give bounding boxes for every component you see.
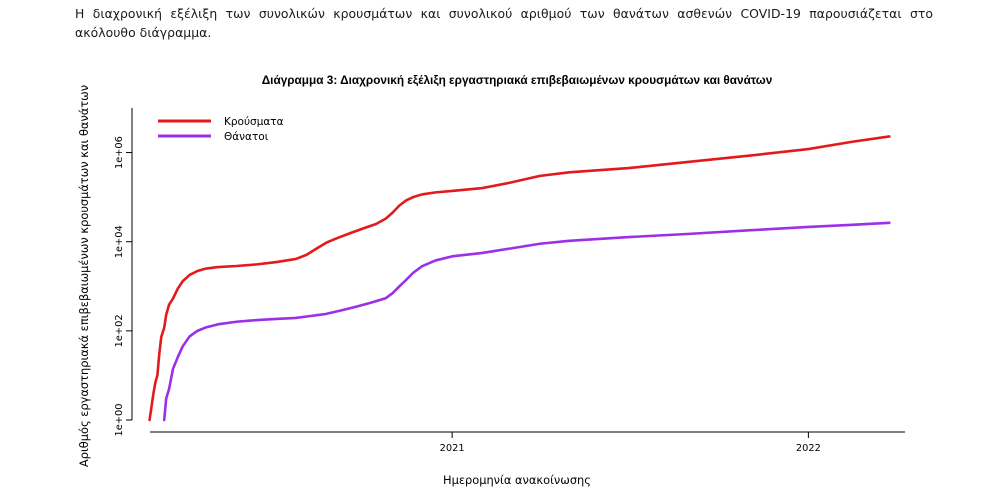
legend-label-deaths: Θάνατοι bbox=[224, 131, 269, 143]
y-axis: 1e+00 1e+02 1e+04 1e+06 bbox=[114, 108, 133, 437]
series-line-deaths bbox=[162, 221, 891, 422]
legend: Κρούσματα Θάνατοι bbox=[158, 116, 284, 143]
intro-paragraph: Η διαχρονική εξέλιξη των συνολικών κρουσ… bbox=[75, 6, 933, 40]
series-line-cases bbox=[148, 135, 891, 422]
legend-label-cases: Κρούσματα bbox=[224, 116, 284, 128]
plot-area bbox=[148, 135, 891, 422]
y-tick-label: 1e+02 bbox=[114, 314, 125, 347]
y-tick-label: 1e+06 bbox=[114, 136, 125, 169]
y-tick-label: 1e+00 bbox=[114, 404, 125, 437]
y-tick-label: 1e+04 bbox=[114, 225, 125, 258]
x-tick-label: 2021 bbox=[440, 443, 465, 454]
legend-item-cases: Κρούσματα bbox=[158, 116, 284, 128]
chart-title: Διάγραμμα 3: Διαχρονική εξέλιξη εργαστηρ… bbox=[262, 73, 773, 87]
x-tick-label: 2022 bbox=[796, 443, 821, 454]
legend-item-deaths: Θάνατοι bbox=[158, 131, 269, 143]
x-axis: 2021 2022 bbox=[150, 431, 905, 454]
x-axis-label: Ημερομηνία ανακοίνωσης bbox=[443, 473, 591, 487]
y-axis-label: Αριθμός εργαστηριακά επιβεβαιωμένων κρου… bbox=[77, 85, 91, 467]
